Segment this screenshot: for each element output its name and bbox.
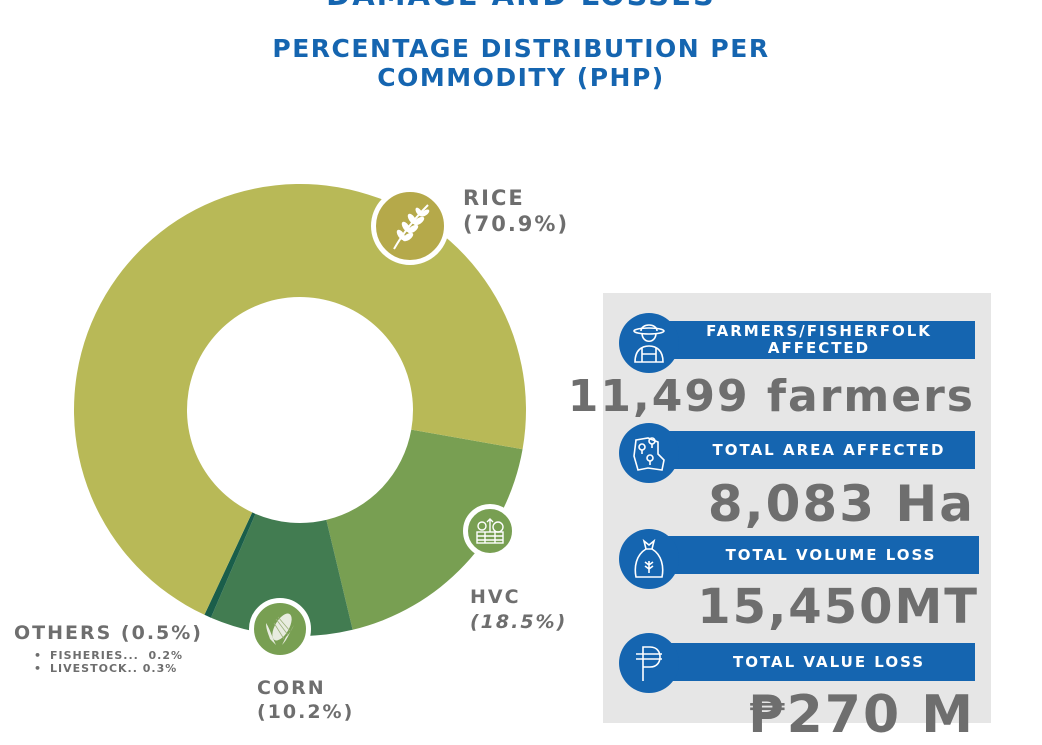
- chart-subtitle: PERCENTAGE DISTRIBUTION PER COMMODITY (P…: [0, 34, 1042, 92]
- stat-farmers-title: FARMERS/FISHERFOLK AFFECTED: [643, 321, 975, 359]
- rice-grain-icon: [393, 204, 430, 250]
- grain-sack-icon: [619, 529, 679, 589]
- others-item-fisheries: FISHERIES... 0.2%: [34, 649, 183, 662]
- rice-name: RICE: [463, 186, 525, 210]
- stat-farmers-value: 11,499 farmers: [567, 371, 975, 422]
- rice-percent: (70.9%): [463, 212, 570, 236]
- subtitle-line-2: COMMODITY (PHP): [377, 63, 665, 92]
- corn-label: CORN (10.2%): [257, 676, 354, 724]
- stat-volume-value: 15,450MT: [697, 579, 979, 635]
- donut-chart: [73, 184, 526, 637]
- subtitle-line-1: PERCENTAGE DISTRIBUTION PER: [272, 34, 770, 63]
- hvc-badge: [463, 504, 517, 558]
- page-title: DAMAGE AND LOSSES: [0, 0, 1042, 12]
- stat-area-value: 8,083 Ha: [707, 475, 975, 533]
- stats-panel: FARMERS/FISHERFOLK AFFECTED 11,499 farme…: [568, 293, 991, 745]
- corn-percent: (10.2%): [257, 701, 355, 723]
- others-label: OTHERS (0.5%): [14, 622, 203, 644]
- rice-label: RICE (70.9%): [463, 185, 569, 237]
- donut-slice-rice: [73, 184, 526, 615]
- stat-volume-title: TOTAL VOLUME LOSS: [643, 536, 979, 574]
- hvc-label: HVC (18.5%): [470, 585, 567, 635]
- others-breakdown: FISHERIES... 0.2% LIVESTOCK.. 0.3%: [34, 649, 183, 675]
- vegetable-crate-icon: [476, 518, 504, 544]
- stat-value-value: ₱270 M: [748, 685, 975, 745]
- donut-slice-hvc: [326, 429, 523, 630]
- donut-slice-others: [204, 512, 256, 618]
- corn-name: CORN: [257, 677, 326, 699]
- stat-value-title: TOTAL VALUE LOSS: [643, 643, 975, 681]
- corn-badge: [249, 598, 311, 660]
- donut-slice-corn: [210, 513, 353, 637]
- rice-badge: [371, 187, 449, 265]
- stat-area-title: TOTAL AREA AFFECTED: [643, 431, 975, 469]
- others-item-livestock: LIVESTOCK.. 0.3%: [34, 662, 183, 675]
- map-pin-area-icon: [619, 423, 679, 483]
- corn-icon: [266, 613, 294, 645]
- peso-icon: [619, 633, 679, 693]
- hvc-percent: (18.5%): [470, 611, 568, 633]
- hvc-name: HVC: [470, 586, 521, 608]
- farmer-icon: [619, 313, 679, 373]
